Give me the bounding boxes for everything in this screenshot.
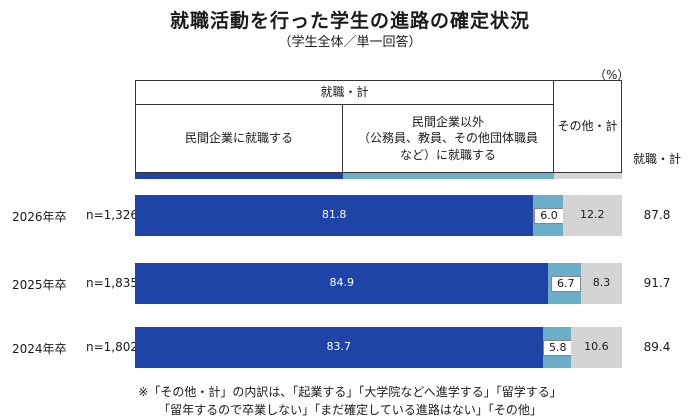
- row-year-label: 2026年卒: [12, 209, 67, 224]
- row-year-label: 2024年卒: [12, 341, 67, 356]
- header-group-employed: 就職・計: [135, 80, 554, 105]
- footnote-line1: ※「その他・計」の内訳は、「起業する」「大学院などへ進学する」「留学する」: [138, 385, 562, 399]
- data-label-private: 84.9: [329, 275, 354, 289]
- legend-strip-private: [135, 173, 343, 179]
- data-label-nonprivate: 6.0: [533, 207, 564, 224]
- header-other-label: その他・計: [557, 119, 618, 134]
- data-label-nonprivate: 6.7: [550, 275, 581, 292]
- bar-segment-other: [581, 263, 622, 304]
- header-nonprivate-line2: （公務員、教員、その他団体職員: [357, 131, 538, 146]
- header-private-label: 民間企業に就職する: [184, 131, 293, 146]
- header-employed-total: 就職・計: [632, 152, 681, 166]
- bar-segment-private: [135, 195, 534, 236]
- bar-segment-private: [135, 327, 543, 368]
- data-label-private: 81.8: [321, 207, 347, 221]
- data-label-other: 8.3: [592, 275, 611, 289]
- header-nonprivate-line3: など）に就職する: [399, 147, 496, 162]
- data-label-nonprivate: 5.8: [542, 339, 573, 356]
- data-label-other: 12.2: [580, 207, 605, 221]
- bar-segment-other: [570, 327, 622, 368]
- data-label-other: 10.6: [584, 339, 609, 353]
- row-sample-size: n=1,802: [86, 339, 139, 354]
- row-employed-total: 91.7: [643, 275, 671, 290]
- header-nonprivate-line1: 民間企業以外: [411, 115, 484, 130]
- chart-title: 就職活動を行った学生の進路の確定状況: [169, 10, 530, 32]
- bar-segment-other: [562, 195, 622, 236]
- chart-subtitle: （学生全体／単一回答）: [278, 35, 422, 50]
- row-sample-size: n=1,326: [86, 207, 139, 222]
- bar-segment-private: [135, 263, 549, 304]
- row-year-label: 2025年卒: [12, 277, 67, 292]
- row-employed-total: 89.4: [643, 339, 671, 354]
- row-sample-size: n=1,835: [86, 275, 139, 290]
- header-other-total: その他・計: [553, 80, 622, 173]
- header-non-private: 民間企業以外 （公務員、教員、その他団体職員 など）に就職する: [342, 104, 554, 173]
- legend-strip-nonprivate: [343, 173, 554, 179]
- row-employed-total: 87.8: [643, 207, 671, 222]
- footnote-line2: 「留年するので卒業しない」「まだ確定している進路はない」「その他」: [158, 403, 542, 417]
- header-private-company: 民間企業に就職する: [135, 104, 343, 173]
- unit-label: （%）: [594, 68, 630, 82]
- legend-strip-other: [554, 173, 622, 179]
- header-group-label: 就職・計: [320, 85, 369, 100]
- data-label-private: 83.7: [326, 339, 352, 353]
